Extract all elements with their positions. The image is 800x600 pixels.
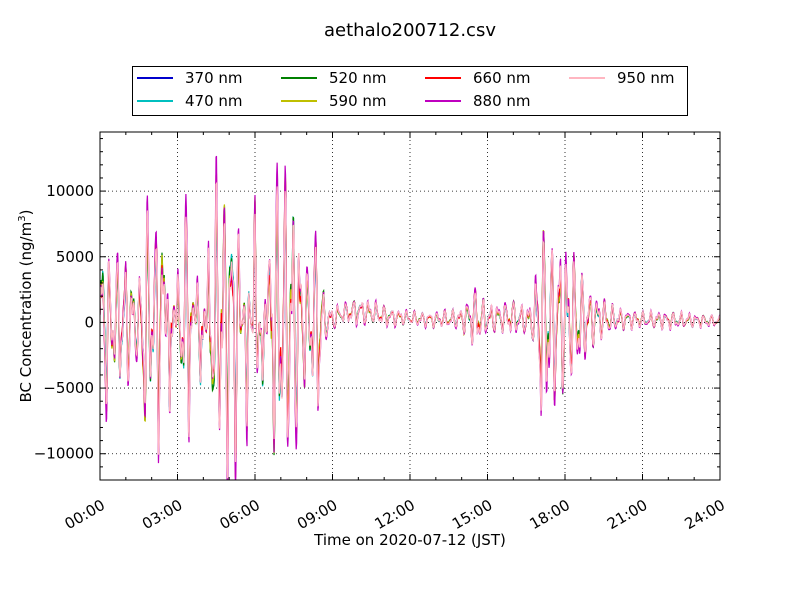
legend-swatch-590nm <box>281 100 317 102</box>
legend-item-660nm: 660 nm <box>425 68 531 88</box>
chart-title: aethalo200712.csv <box>324 20 496 41</box>
x-tick-label: 03:00 <box>139 496 185 533</box>
legend-swatch-470nm <box>137 100 173 102</box>
legend-label-590nm: 590 nm <box>329 92 387 110</box>
y-axis-label-main: BC Concentration (ng/m <box>17 222 35 403</box>
x-axis-label: Time on 2020-07-12 (JST) <box>313 531 506 549</box>
series-line-470nm <box>100 192 720 454</box>
y-axis-label: BC Concentration (ng/m3) <box>17 210 35 403</box>
plot-area: 00:00 03:00 06:00 09:00 12:00 15:00 18:00 21:00… <box>34 131 728 533</box>
legend-label-880nm: 880 nm <box>473 92 531 110</box>
y-axis-label-end: ) <box>17 210 35 216</box>
legend-item-590nm: 590 nm <box>281 91 387 111</box>
y-tick-label: −10000 <box>34 445 94 463</box>
y-axis-label-sup: 3 <box>17 215 28 221</box>
x-tick-label: 15:00 <box>449 496 495 533</box>
legend-item-880nm: 880 nm <box>425 91 531 111</box>
x-tick-label: 12:00 <box>372 496 418 533</box>
legend-label-950nm: 950 nm <box>617 69 675 87</box>
legend-item-470nm: 470 nm <box>137 91 243 111</box>
legend-item-370nm: 370 nm <box>137 68 243 88</box>
legend-item-520nm: 520 nm <box>281 68 387 88</box>
series-line-950nm <box>100 181 720 479</box>
legend-label-520nm: 520 nm <box>329 69 387 87</box>
legend-label-470nm: 470 nm <box>185 92 243 110</box>
x-tick-label: 21:00 <box>604 496 650 533</box>
legend-swatch-370nm <box>137 77 173 79</box>
y-tick-label: 10000 <box>46 182 94 200</box>
legend-label-370nm: 370 nm <box>185 69 243 87</box>
legend-swatch-880nm <box>425 100 461 102</box>
x-tick-label: 06:00 <box>217 496 263 533</box>
x-tick-label: 18:00 <box>527 496 573 533</box>
legend: 370 nm 470 nm 520 nm 590 nm 660 nm 880 n… <box>132 66 688 116</box>
series-line-520nm <box>100 179 720 467</box>
x-tick-label: 24:00 <box>682 496 728 533</box>
legend-label-660nm: 660 nm <box>473 69 531 87</box>
y-tick-label: −5000 <box>43 379 94 397</box>
legend-swatch-660nm <box>425 77 461 79</box>
x-tick-label: 00:00 <box>62 496 108 533</box>
legend-swatch-520nm <box>281 77 317 79</box>
legend-swatch-950nm <box>569 77 605 79</box>
legend-item-950nm: 950 nm <box>569 68 675 88</box>
x-tick-label: 09:00 <box>294 496 340 533</box>
y-tick-label: 0 <box>84 313 94 331</box>
y-tick-label: 5000 <box>56 248 94 266</box>
